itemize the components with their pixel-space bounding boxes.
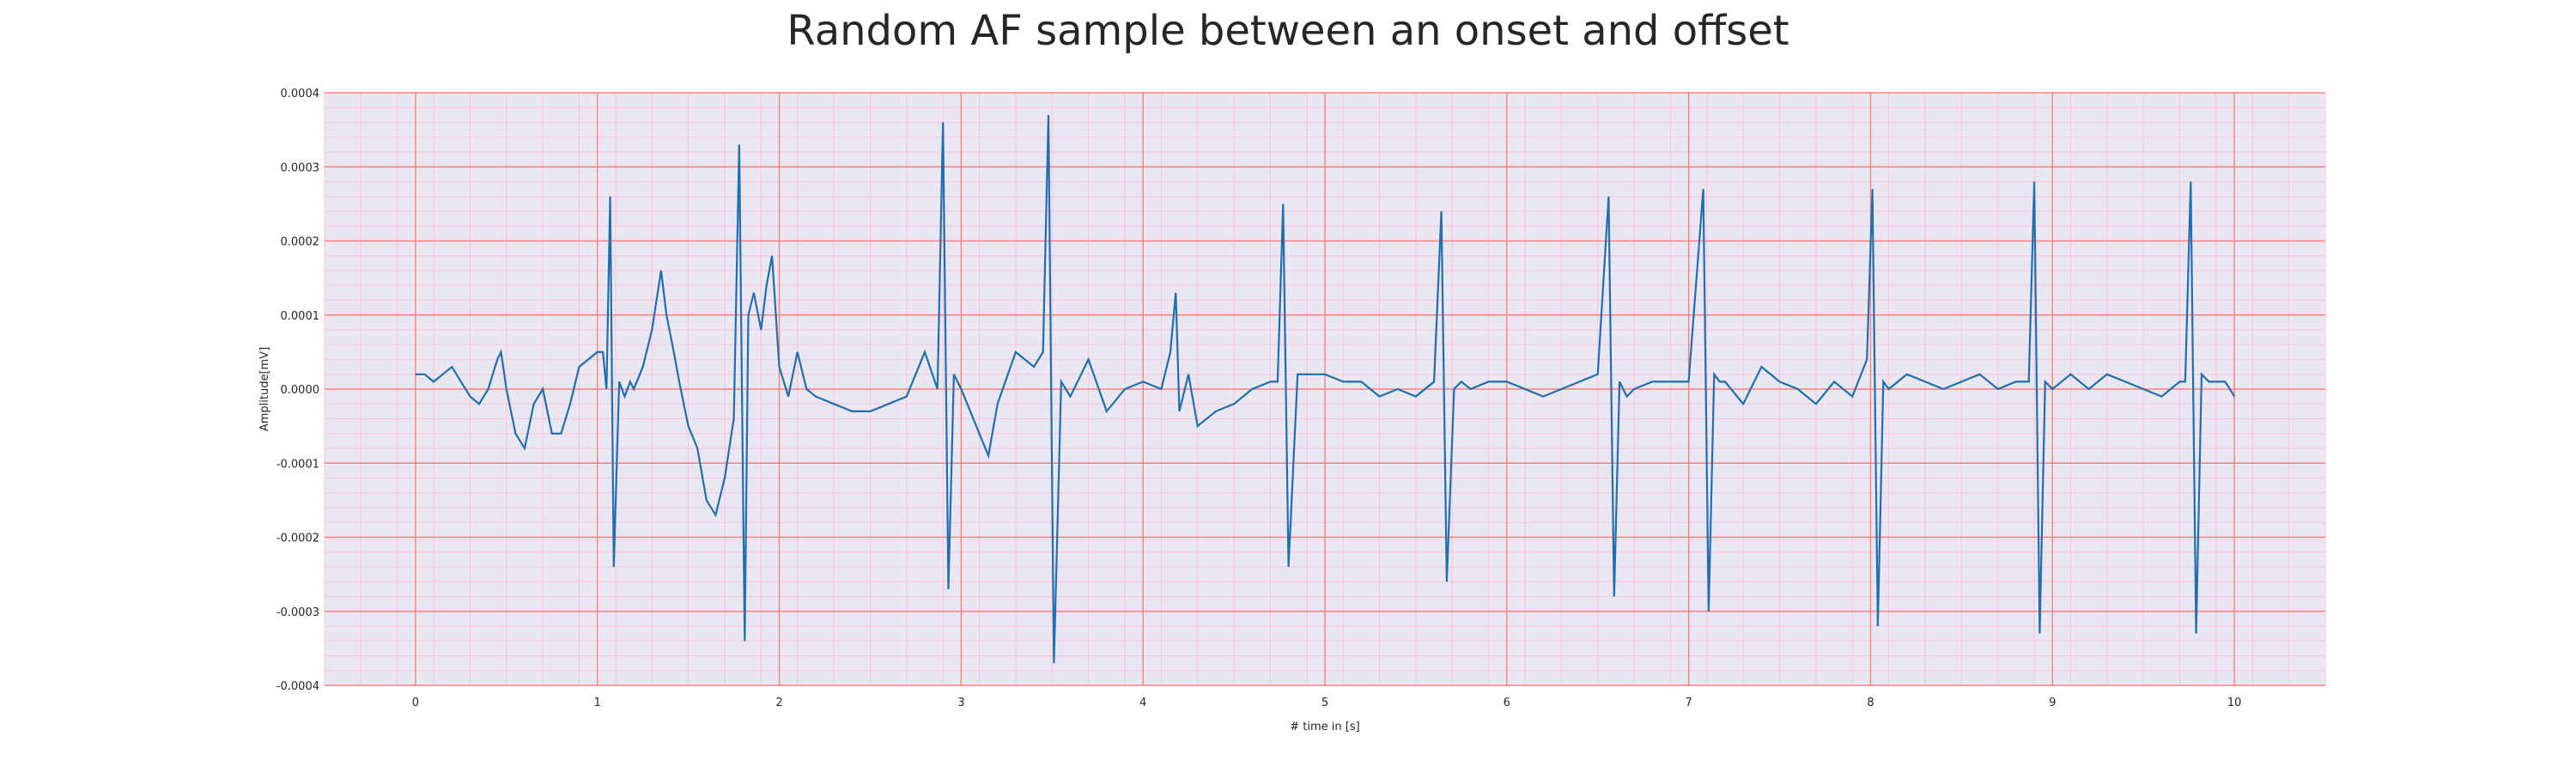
- x-tick-label: 9: [2049, 697, 2056, 709]
- y-axis-label: Amplitude[mV]: [258, 347, 271, 431]
- x-tick-label: 5: [1321, 697, 1328, 709]
- y-tick-label: -0.0001: [276, 458, 319, 471]
- x-tick-label: 4: [1139, 697, 1146, 709]
- y-tick-label: -0.0003: [276, 606, 319, 619]
- y-tick-label: 0.0004: [281, 88, 320, 100]
- x-tick-label: 3: [957, 697, 964, 709]
- y-tick-label: 0.0001: [281, 310, 320, 323]
- x-tick-label: 1: [594, 697, 601, 709]
- y-tick-label: -0.0002: [276, 533, 319, 545]
- x-tick-label: 2: [775, 697, 782, 709]
- y-tick-label: 0.0002: [281, 236, 320, 249]
- y-tick-label: 0.0000: [281, 384, 320, 397]
- x-tick-label: 10: [2227, 697, 2242, 709]
- y-tick-label: 0.0003: [281, 161, 320, 174]
- y-axis-ticks: -0.0004 -0.0003 -0.0002 -0.0001 0.0000 0.0001…: [276, 88, 319, 693]
- x-axis-ticks: 0 1 2 3 4 5 6 7 8 9 10: [412, 697, 2242, 709]
- x-tick-label: 7: [1685, 697, 1692, 709]
- ecg-signal-line: [415, 114, 2236, 664]
- y-tick-label: -0.0004: [276, 680, 319, 693]
- x-tick-label: 0: [412, 697, 419, 709]
- chart-title: Random AF sample between an onset and of…: [787, 7, 1789, 55]
- x-axis-label: # time in [s]: [1290, 721, 1359, 733]
- major-grid: [325, 92, 2325, 686]
- x-tick-label: 8: [1867, 697, 1874, 709]
- x-tick-label: 6: [1504, 697, 1510, 709]
